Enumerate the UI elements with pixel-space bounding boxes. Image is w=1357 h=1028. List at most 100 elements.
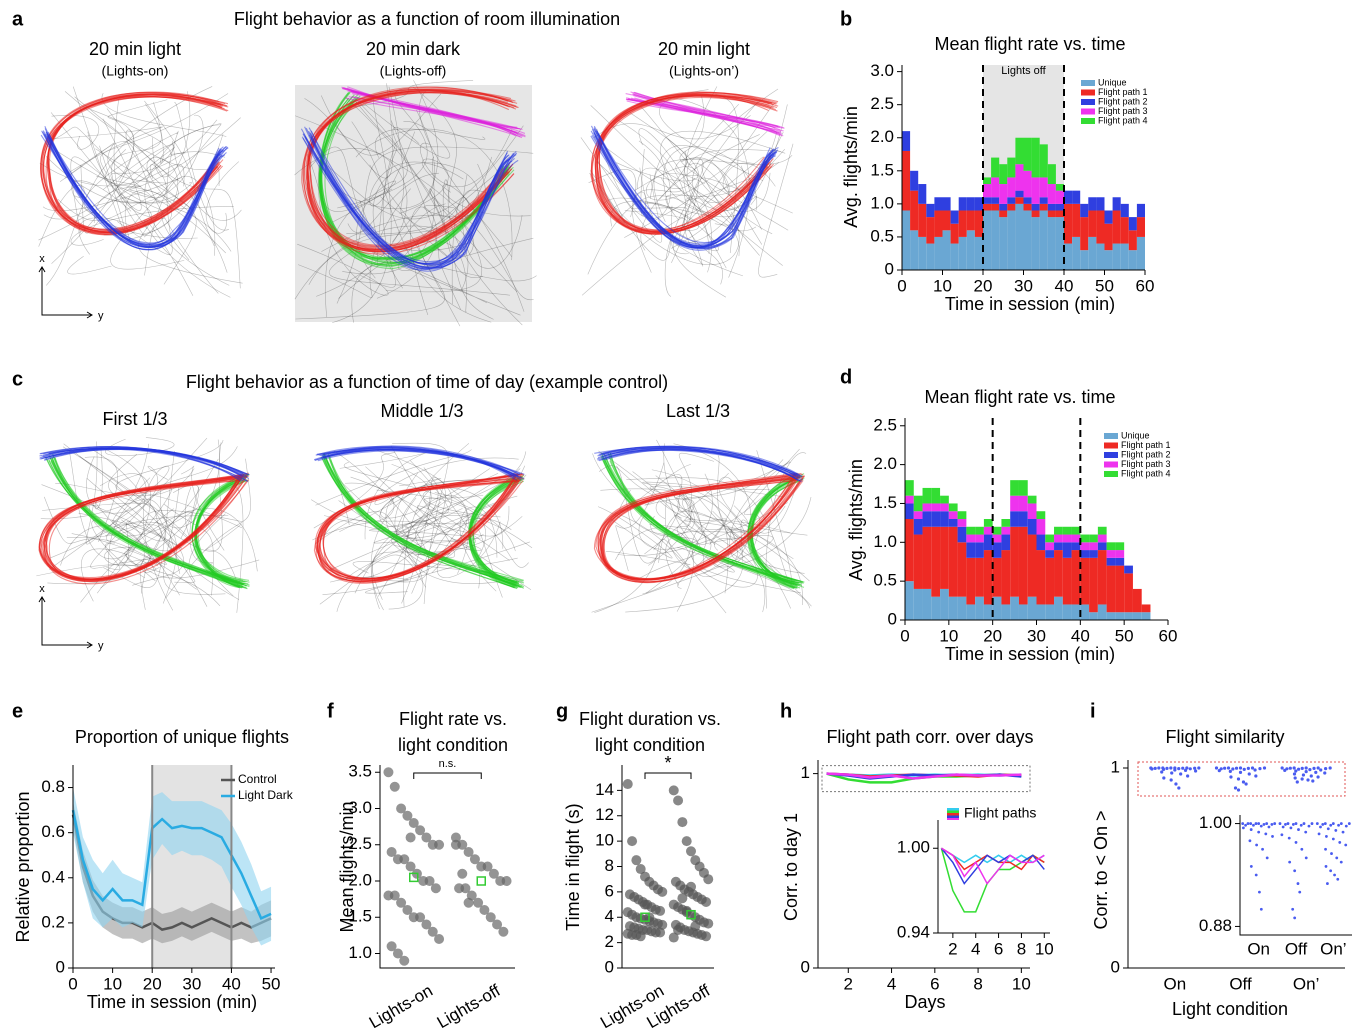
trajectory <box>624 172 765 238</box>
y-tick-label: 6 <box>605 881 614 900</box>
bar-segment <box>1104 223 1113 251</box>
y-tick-label: 0.2 <box>41 912 65 931</box>
x-tick-label: Off <box>1229 974 1252 993</box>
data-point <box>482 861 493 872</box>
bar-segment <box>1031 137 1040 178</box>
bar-segment <box>1080 604 1090 620</box>
data-point <box>1300 847 1304 851</box>
y-axis-label: Relative proportion <box>13 791 33 942</box>
lines-box <box>821 765 1031 793</box>
trajectory <box>70 156 165 234</box>
bar-segment <box>1015 137 1024 165</box>
bar-segment <box>934 197 943 211</box>
trajectory-bundle <box>595 476 801 580</box>
x-axis-label: Days <box>904 992 945 1012</box>
bar-segment <box>966 557 976 605</box>
trajectory <box>311 482 395 522</box>
trajectory <box>703 528 751 575</box>
y-tick-label: 1 <box>1111 757 1120 776</box>
significance-label: * <box>664 753 671 773</box>
bar-segment <box>1054 526 1063 535</box>
data-point <box>1296 767 1301 771</box>
bar-segment <box>1112 243 1121 270</box>
y-tick-label: 4 <box>605 907 614 926</box>
bar-segment <box>1096 210 1105 244</box>
trajectory <box>294 148 408 297</box>
trajectory <box>683 86 740 257</box>
trajectory <box>593 115 751 140</box>
bar-segment <box>1115 550 1125 558</box>
legend-label: Light Dark <box>238 788 294 802</box>
data-point <box>488 868 499 879</box>
chart-title: light condition <box>595 735 705 755</box>
legend-swatch <box>947 818 959 821</box>
data-point <box>1278 822 1282 825</box>
bar-segment <box>1018 480 1028 496</box>
bar-segment <box>1064 190 1073 204</box>
data-point <box>1299 823 1303 827</box>
bar-segment <box>1007 197 1016 204</box>
x-tick-label: 50 <box>1095 276 1114 295</box>
data-point <box>1337 823 1340 827</box>
x-tick-label: 0 <box>68 974 77 993</box>
data-point <box>673 924 684 935</box>
data-point <box>402 810 413 821</box>
bar-segment <box>957 526 967 543</box>
bar-segment <box>1071 550 1081 605</box>
data-point <box>1244 823 1247 827</box>
bar-segment <box>1045 604 1055 620</box>
swarm-box <box>1137 761 1346 797</box>
trajectory <box>87 131 192 203</box>
legend-swatch <box>1104 442 1118 449</box>
trajectory <box>38 144 175 241</box>
bar-segment <box>913 511 923 519</box>
legend-swatch <box>1104 433 1118 439</box>
x-tick-label: 10 <box>1035 939 1054 958</box>
data-point <box>1153 766 1157 771</box>
data-point <box>1309 774 1313 778</box>
data-point <box>479 905 490 915</box>
bar-segment <box>1007 203 1016 211</box>
trajectory-bundle <box>40 91 228 233</box>
x-tick-label: 30 <box>1014 276 1033 295</box>
trajectory-bundle <box>322 454 524 582</box>
data-point <box>1286 822 1290 825</box>
bar-segment <box>1106 557 1116 566</box>
bar-segment <box>958 210 967 237</box>
data-point <box>1326 882 1329 885</box>
bar-segment <box>1023 197 1032 204</box>
bar-segment <box>1104 250 1113 270</box>
bar-segment <box>1124 565 1133 574</box>
legend-swatch <box>1104 471 1118 477</box>
map-title: Middle 1/3 <box>380 401 463 421</box>
data-point <box>1294 841 1298 844</box>
data-point <box>1249 828 1253 831</box>
bar-segment <box>1128 217 1137 231</box>
data-point <box>421 919 432 930</box>
y-tick-label: 0 <box>1111 957 1120 976</box>
legend-label: Flight path 2 <box>1121 449 1171 459</box>
trajectory <box>660 177 757 213</box>
bar-segment <box>975 596 984 620</box>
y-tick-label: 0.4 <box>41 867 65 886</box>
bar-segment <box>1089 612 1098 620</box>
data-point <box>1241 822 1245 825</box>
data-point <box>473 897 484 908</box>
bar-segment <box>1039 203 1048 211</box>
error-band <box>73 787 272 946</box>
bar-segment <box>1023 137 1032 171</box>
bar-segment <box>1062 557 1072 605</box>
x-tick-label: 20 <box>974 276 993 295</box>
chart-title: Proportion of unique flights <box>75 727 289 747</box>
bar-segment <box>1055 190 1064 204</box>
data-point <box>1292 772 1297 776</box>
trajectory <box>51 115 100 150</box>
panel-label: i <box>1090 700 1096 722</box>
bar-segment <box>1047 203 1056 211</box>
bar-segment <box>966 230 975 270</box>
bar-segment <box>1097 604 1107 620</box>
data-point <box>424 876 435 886</box>
bar-segment <box>991 177 1000 198</box>
bar-segment <box>942 230 951 270</box>
bar-segment <box>942 197 951 211</box>
